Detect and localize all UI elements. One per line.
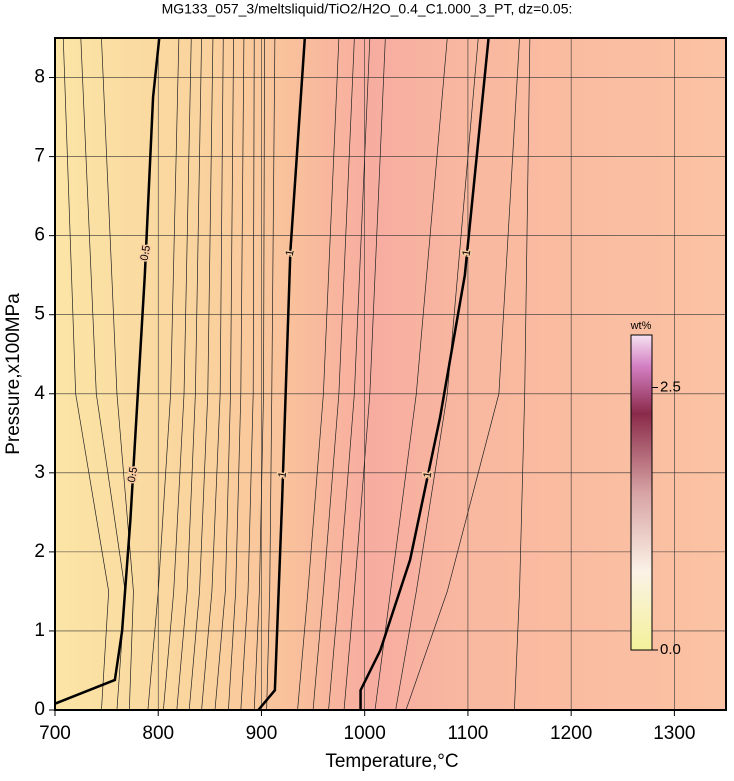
contour-label: 0.5 <box>139 244 153 261</box>
y-tick-label: 6 <box>34 225 45 246</box>
y-axis-label: Pressure,x100MPa <box>3 293 24 455</box>
y-tick-label: 5 <box>34 304 45 325</box>
contour-line <box>257 37 307 711</box>
y-tick-label: 1 <box>34 620 45 641</box>
minor-contour <box>395 37 479 711</box>
contour-label: 0.5 <box>126 466 140 483</box>
x-tick-label: 1100 <box>447 723 488 744</box>
colorbar <box>630 334 653 651</box>
minor-contour <box>240 37 255 711</box>
minor-contour <box>228 37 245 711</box>
chart-title: MG133_057_3/meltsliquid/TiO2/H2O_0.4_C1.… <box>162 1 573 17</box>
y-tick-label: 0 <box>34 699 45 720</box>
colorbar-tick-label: 0.0 <box>660 641 681 658</box>
x-tick-label: 1200 <box>550 723 592 744</box>
minor-contour <box>514 37 531 711</box>
colorbar-tick-label: 2.5 <box>660 378 681 395</box>
contour-label: 1 <box>421 471 434 479</box>
y-tick-label: 7 <box>34 146 45 167</box>
x-axis-label: Temperature,°C <box>325 751 458 772</box>
y-tick-label: 2 <box>34 541 45 562</box>
y-tick-label: 3 <box>34 462 45 483</box>
minor-contour <box>163 37 192 711</box>
frame <box>54 37 727 711</box>
contour-label: 1 <box>461 249 474 257</box>
x-tick-label: 1300 <box>653 723 695 744</box>
x-tick-label: 800 <box>142 723 174 744</box>
minor-contour <box>214 37 234 711</box>
y-tick-label: 4 <box>34 383 45 404</box>
contour-line <box>54 37 161 705</box>
minor-contour <box>62 37 110 711</box>
minor-contour <box>405 37 520 711</box>
x-tick-label: 900 <box>246 723 278 744</box>
y-tick-label: 8 <box>34 67 45 88</box>
minor-contour <box>312 37 355 711</box>
contour-label: 1 <box>284 249 297 257</box>
minor-contour <box>328 37 371 711</box>
minor-contour <box>176 37 202 711</box>
field <box>55 38 726 710</box>
minor-contour <box>80 37 126 711</box>
minor-contour <box>201 37 224 711</box>
x-tick-label: 700 <box>39 723 71 744</box>
colorbar-label: wt% <box>630 320 652 332</box>
minor-contour <box>266 37 276 711</box>
x-tick-label: 1000 <box>344 723 386 744</box>
minor-contour <box>297 37 340 711</box>
contour-label: 1 <box>276 471 289 479</box>
contour-line <box>359 37 490 710</box>
minor-contour <box>147 37 180 711</box>
minor-contour <box>101 37 134 711</box>
minor-contour <box>188 37 214 711</box>
minor-contour <box>343 37 386 711</box>
minor-contour <box>253 37 265 711</box>
minor-contour <box>374 37 448 711</box>
